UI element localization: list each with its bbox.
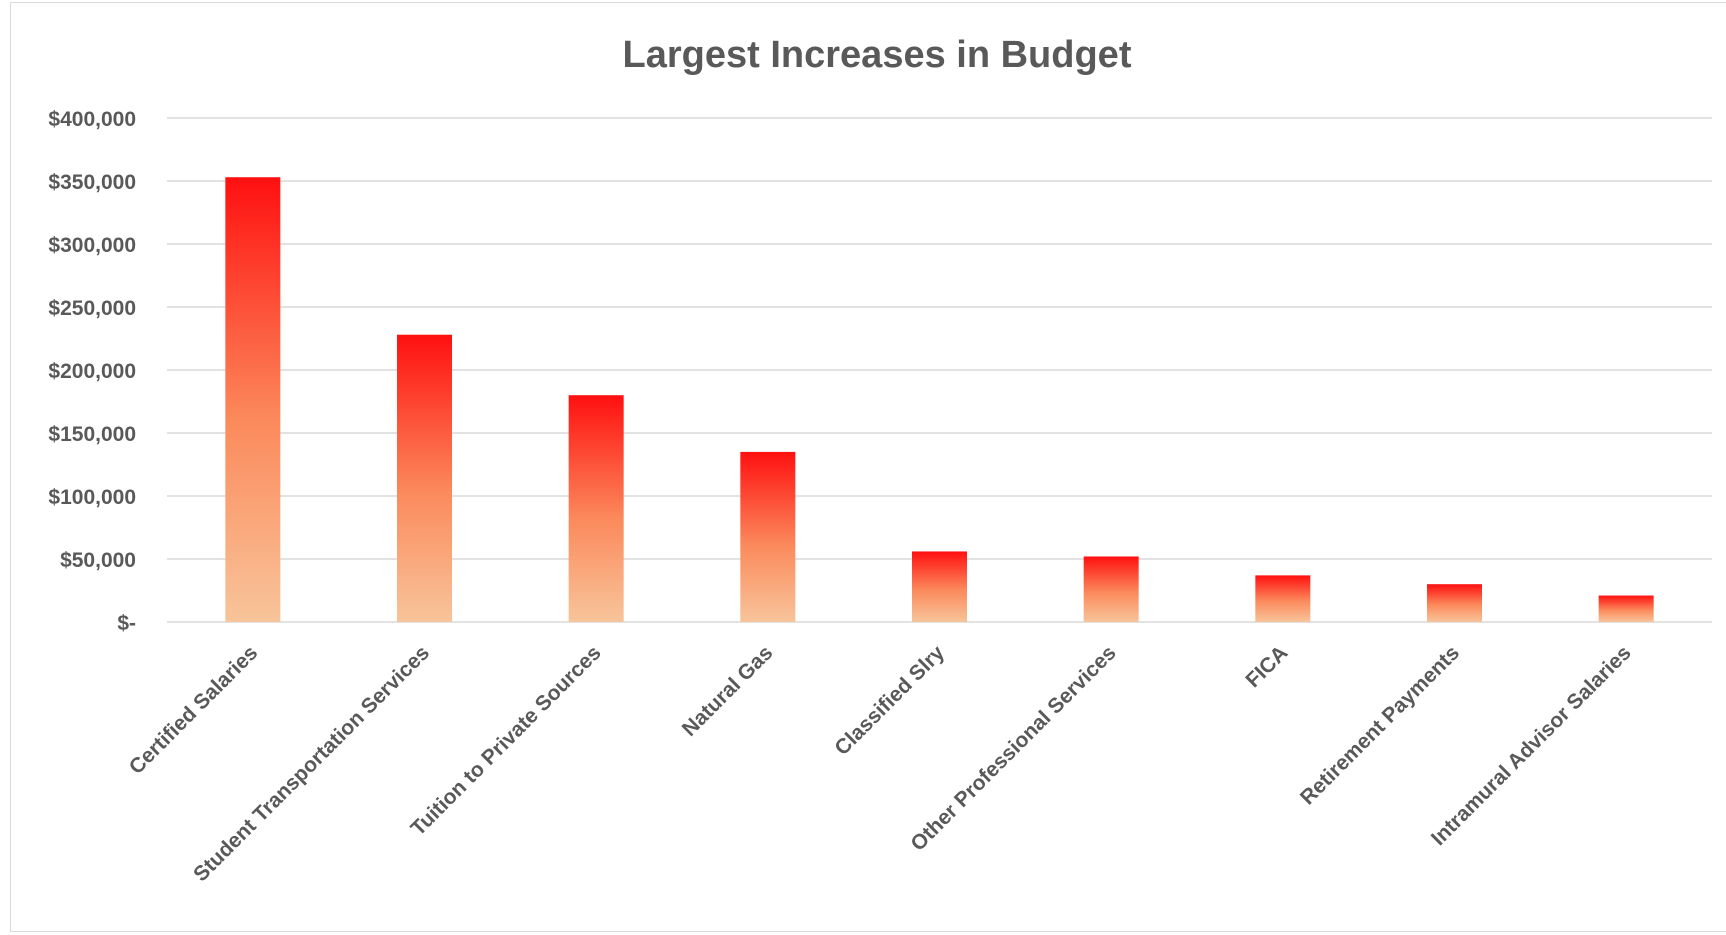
y-tick-label: $300,000 [48,234,136,257]
y-axis-ticks: $- $50,000 $100,000 $150,000 $200,000 $250,00… [48,108,136,635]
bar [1598,595,1654,622]
y-tick-label: $- [117,612,136,635]
y-tick-label: $50,000 [60,549,136,572]
x-tick-label: Tuition to Private Sources [407,641,606,840]
bar [568,395,624,622]
bar [1083,556,1139,622]
x-tick-label: Certified Salaries [125,641,263,779]
x-tick-label: Intramural Advisor Salaries [1427,641,1636,850]
y-tick-label: $400,000 [48,108,136,131]
x-tick-label: Natural Gas [678,641,778,741]
chart-frame [10,2,1726,932]
y-tick-label: $250,000 [48,297,136,320]
y-tick-label: $100,000 [48,486,136,509]
bars [225,177,1654,622]
bar [912,551,967,622]
y-tick-label: $150,000 [48,423,136,446]
x-tick-label: Classified Slry [830,641,949,760]
bar [740,451,796,622]
bar [225,177,281,622]
chart-title: Largest Increases in Budget [623,34,1132,76]
y-tick-label: $350,000 [48,171,136,194]
x-tick-label: FICA [1241,641,1292,692]
y-tick-label: $200,000 [48,360,136,383]
bar [1255,575,1311,622]
x-tick-label: Retirement Payments [1296,641,1464,809]
bar [1427,584,1482,622]
bar [397,334,452,622]
x-tick-label: Other Professional Services [906,641,1120,855]
